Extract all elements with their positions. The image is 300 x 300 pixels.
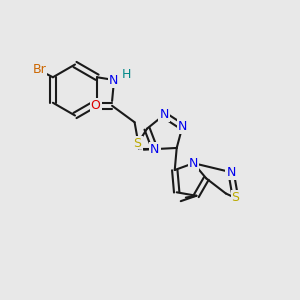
Text: N: N [178, 120, 187, 133]
Text: N: N [109, 74, 118, 87]
Text: S: S [232, 191, 239, 205]
Text: H: H [122, 68, 131, 81]
Text: N: N [189, 157, 198, 170]
Text: S: S [134, 137, 142, 150]
Text: O: O [91, 99, 100, 112]
Text: N: N [159, 108, 169, 121]
Text: N: N [226, 166, 236, 179]
Text: N: N [150, 143, 160, 156]
Text: Br: Br [32, 63, 46, 76]
Text: methyl: methyl [138, 148, 143, 150]
